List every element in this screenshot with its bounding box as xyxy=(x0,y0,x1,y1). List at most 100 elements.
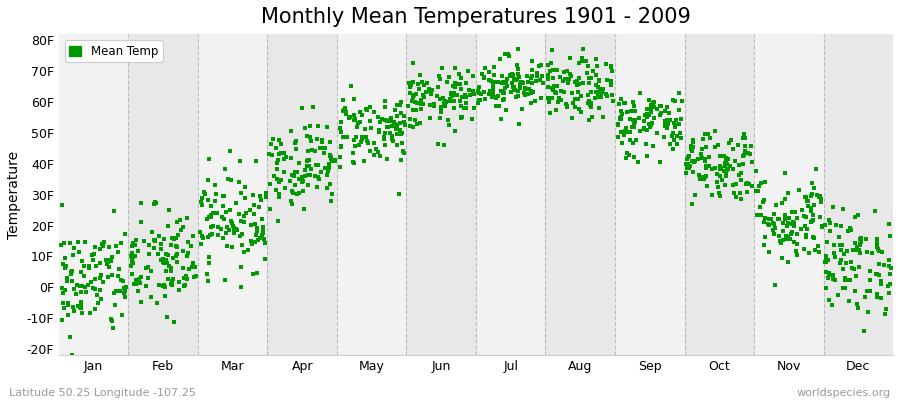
Point xyxy=(202,254,216,260)
Point xyxy=(736,153,751,159)
Point xyxy=(554,88,568,94)
Point xyxy=(315,138,329,145)
Point xyxy=(271,156,285,163)
Point xyxy=(423,88,437,94)
Point xyxy=(733,190,747,196)
Point xyxy=(277,168,292,175)
Point xyxy=(373,153,387,160)
Point xyxy=(590,94,605,100)
Point xyxy=(145,229,159,235)
Point xyxy=(725,182,740,188)
Point xyxy=(675,98,689,105)
Point xyxy=(734,176,749,183)
Point xyxy=(486,79,500,86)
Point xyxy=(882,263,896,269)
Point xyxy=(184,242,198,249)
Point xyxy=(730,142,744,148)
Point xyxy=(591,77,606,84)
Point xyxy=(575,80,590,87)
Point xyxy=(702,154,716,160)
Point xyxy=(781,234,796,240)
Point xyxy=(572,80,587,87)
Point xyxy=(113,240,128,246)
Point xyxy=(550,66,564,73)
Point xyxy=(574,108,589,115)
Point xyxy=(640,106,654,113)
Point xyxy=(733,162,747,168)
Point xyxy=(220,224,234,230)
Point xyxy=(126,240,140,246)
Point xyxy=(485,89,500,95)
Point xyxy=(328,157,342,163)
Point xyxy=(397,150,411,156)
Point xyxy=(442,74,456,80)
Point xyxy=(650,130,664,136)
Point xyxy=(159,260,174,266)
Point xyxy=(76,262,91,269)
Point xyxy=(351,120,365,127)
Point xyxy=(104,257,118,264)
Point xyxy=(623,129,637,135)
Point xyxy=(75,282,89,289)
Point xyxy=(569,96,583,102)
Point xyxy=(164,265,178,272)
Point xyxy=(99,256,113,263)
Point xyxy=(278,184,293,191)
Point xyxy=(861,308,876,315)
Point xyxy=(219,209,233,216)
Point xyxy=(156,259,170,265)
Point xyxy=(310,136,324,142)
Point xyxy=(560,102,574,109)
Point xyxy=(408,98,422,105)
Point xyxy=(411,81,426,88)
Point xyxy=(511,74,526,80)
Point xyxy=(667,136,681,143)
Point xyxy=(421,85,436,92)
Point xyxy=(761,216,776,222)
Point xyxy=(416,100,430,107)
Point xyxy=(369,146,383,153)
Point xyxy=(672,107,687,114)
Point xyxy=(77,239,92,245)
Point xyxy=(288,169,302,175)
Point xyxy=(97,239,112,246)
Point xyxy=(663,141,678,147)
Point xyxy=(847,266,861,272)
Point xyxy=(77,273,92,280)
Point xyxy=(737,152,751,159)
Point xyxy=(837,276,851,283)
Point xyxy=(410,121,425,128)
Point xyxy=(685,200,699,207)
Point xyxy=(856,328,870,334)
Point xyxy=(414,101,428,108)
Point xyxy=(353,109,367,116)
Point xyxy=(541,84,555,90)
Point xyxy=(185,264,200,270)
Point xyxy=(233,218,248,225)
Point xyxy=(799,194,814,200)
Point xyxy=(860,288,874,294)
Point xyxy=(874,295,888,302)
Point xyxy=(661,120,675,127)
Point xyxy=(653,103,668,110)
Point xyxy=(626,124,640,130)
Point xyxy=(778,212,793,218)
Point xyxy=(581,117,596,123)
Point xyxy=(782,236,796,242)
Point xyxy=(393,127,408,133)
Point xyxy=(883,233,897,239)
Point xyxy=(595,89,609,96)
Point xyxy=(154,257,168,263)
Point xyxy=(378,142,392,148)
Point xyxy=(148,238,163,244)
Point xyxy=(589,88,603,95)
Point xyxy=(171,232,185,239)
Point xyxy=(719,155,733,162)
Bar xyxy=(129,34,198,355)
Point xyxy=(776,236,790,243)
Point xyxy=(515,105,529,112)
Point xyxy=(672,120,687,127)
Point xyxy=(53,242,68,248)
Point xyxy=(805,191,819,198)
Point xyxy=(502,53,517,60)
